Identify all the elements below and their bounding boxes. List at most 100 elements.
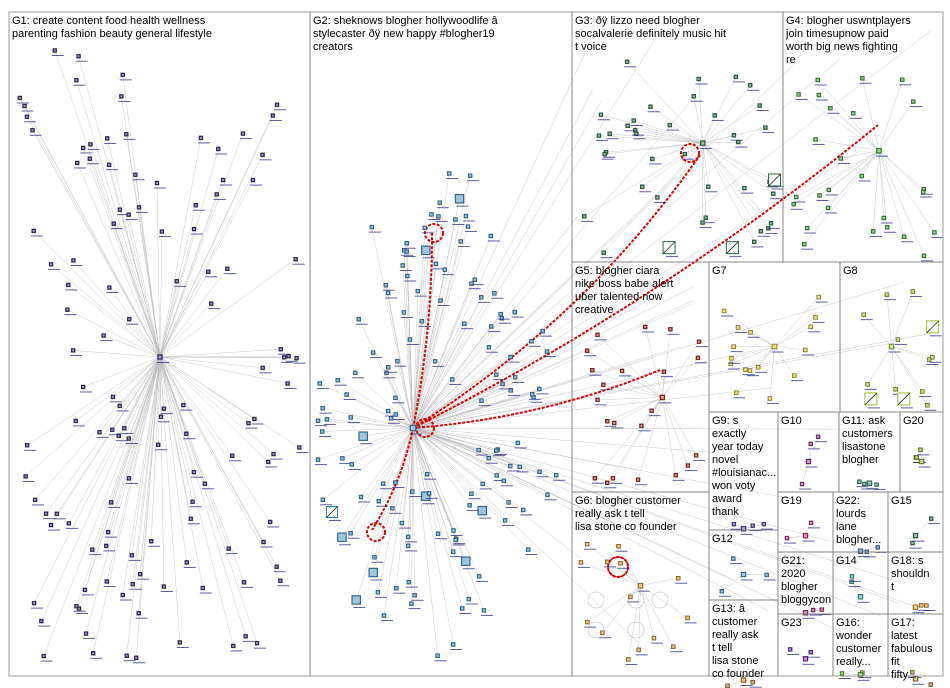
node-g2 [488,324,501,332]
node-g2 [421,491,435,505]
node-g4 [825,205,838,214]
node-g7 [802,347,815,356]
node-g3 [597,112,610,121]
node-g2 [539,328,552,337]
node-g2 [457,239,470,247]
node-g1 [21,103,34,112]
node-g8 [894,337,907,346]
node-g12 [740,571,753,581]
node-g7 [807,324,820,333]
node-g3 [747,83,760,91]
node-g2 [507,354,520,363]
node-g3 [654,195,667,203]
node-g2 [383,370,396,379]
group-label-g9: G9: s exactly year today novel #louisianac..… [711,415,776,518]
node-g1 [215,146,228,155]
node-g3 [725,241,742,258]
node-g1 [30,228,43,237]
node-g1 [80,145,93,154]
node-g6 [584,619,597,628]
node-g2 [464,224,477,233]
node-g3 [649,156,662,165]
node-g4 [884,225,897,233]
node-g1 [72,418,85,427]
node-g1 [245,420,258,429]
group-label-g17: G17: latest fabulous fit fifty... [891,617,933,681]
node-g14 [857,594,870,603]
node-g3 [770,191,783,200]
node-g6 [615,544,628,552]
node-g2 [385,365,398,373]
node-g6 [675,576,688,584]
node-g2 [392,480,405,488]
node-g3 [765,226,778,234]
node-g1 [191,226,204,235]
node-g3 [681,151,694,160]
node-g4 [812,137,825,145]
node-g2 [337,532,351,546]
node-g2 [476,574,489,582]
node-g2 [315,457,327,466]
node-g5 [693,453,706,461]
node-g1 [201,481,214,490]
node-g17 [928,682,933,687]
node-g2 [520,507,533,516]
node-g3 [695,76,708,85]
node-g7 [815,294,828,303]
node-g1 [76,606,89,614]
node-g2 [409,489,422,497]
node-g1 [125,436,138,444]
node-g2 [465,596,478,605]
node-g5 [609,476,622,484]
node-g2 [403,249,416,258]
self-loop [366,522,386,542]
node-g2 [428,212,441,220]
group-label-g7: G7 [712,265,727,277]
node-g13 [725,683,730,688]
node-g2 [544,492,557,501]
node-g11 [873,482,886,491]
node-g8 [924,403,937,411]
node-g2 [393,585,406,594]
node-g1 [23,114,36,123]
node-g1 [53,511,66,520]
node-g2 [543,349,556,358]
node-g1 [81,587,94,596]
node-g2 [347,415,360,423]
node-g1 [75,53,88,62]
node-g2 [389,506,402,514]
node-g4 [876,147,888,157]
node-g1 [136,205,149,213]
node-g1 [259,152,272,161]
node-g1 [176,640,189,648]
node-g21 [802,610,815,619]
node-g2 [475,447,488,456]
node-g1 [132,172,145,181]
node-g1 [86,156,99,165]
node-g3 [624,59,637,68]
node-g4 [858,173,871,182]
node-g2 [375,498,388,507]
node-g1 [157,414,170,423]
node-g2 [452,217,465,225]
node-g1 [125,212,138,221]
node-g2 [467,173,480,182]
node-g2 [319,429,332,437]
node-g6 [584,541,597,550]
node-g10 [807,441,820,450]
node-g2 [358,431,373,445]
node-g1 [40,653,53,662]
node-g2 [529,392,542,400]
node-g4 [814,77,827,86]
node-g2 [479,481,492,490]
node-g6 [625,657,638,665]
node-g1 [22,474,35,482]
node-g1 [32,497,45,506]
node-g21 [810,607,823,616]
node-g2 [421,245,435,259]
node-g1 [109,394,122,403]
node-g3 [730,133,743,141]
node-g5 [591,475,604,484]
node-g22 [863,549,876,558]
node-g20 [917,447,930,456]
